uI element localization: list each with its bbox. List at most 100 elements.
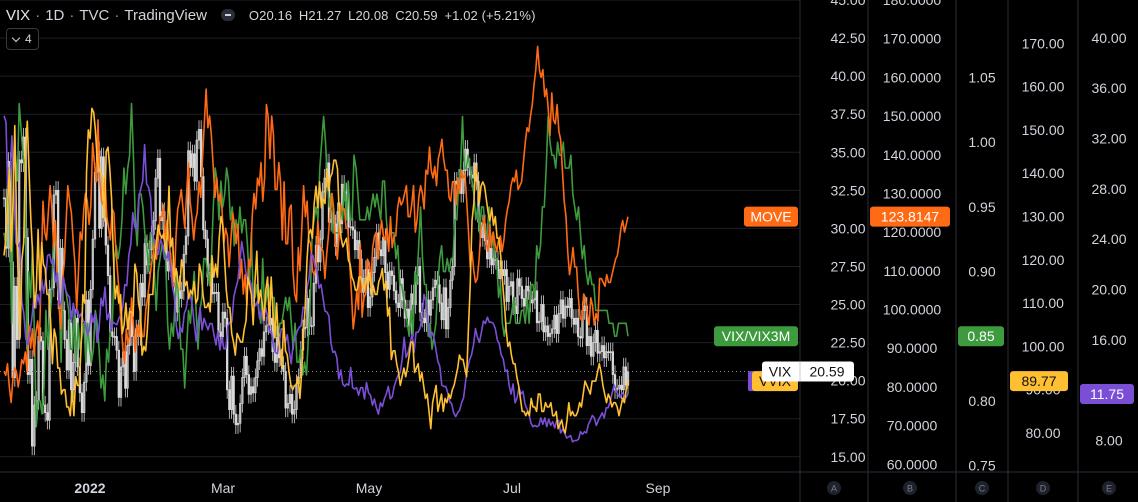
vvix-value-label-text: 89.77 xyxy=(1021,373,1056,389)
vix-candle xyxy=(442,278,445,329)
x-axis-tick: Mar xyxy=(211,480,235,496)
candle-body xyxy=(252,386,255,394)
change-value: +1.02 (+5.21%) xyxy=(444,7,536,23)
vix-candle xyxy=(312,274,315,335)
vix-candle xyxy=(195,130,198,191)
vix-vix3m-value-label-text: 0.85 xyxy=(967,328,994,344)
open-value: O20.16 xyxy=(248,7,293,23)
interval[interactable]: 1D xyxy=(45,6,65,24)
vix-candle xyxy=(44,395,47,422)
axis-e-badge[interactable]: E xyxy=(1102,481,1116,495)
purple-value-label: 11.75 xyxy=(1080,383,1134,404)
indicator-count: 4 xyxy=(25,32,32,46)
candle-body xyxy=(559,299,562,315)
vix-vix3m-value-label-bg xyxy=(958,326,1004,347)
candle-body xyxy=(262,331,266,357)
vix-candle xyxy=(434,271,437,297)
vix-label: VIX 20.59 xyxy=(762,361,854,382)
vix-candle xyxy=(226,309,229,399)
vix-candle xyxy=(594,321,597,352)
indicators-collapse-button[interactable]: 4 xyxy=(6,28,39,50)
candle-body xyxy=(605,351,608,359)
axis-d-tick: 120.00 xyxy=(1022,252,1065,268)
vix-candle xyxy=(518,269,521,296)
axis-a-tick: 40.00 xyxy=(830,68,865,84)
candle-body xyxy=(542,304,545,333)
vix-candle xyxy=(119,357,123,407)
data-source: TradingView xyxy=(124,6,207,24)
axis-b-tick: 130.0000 xyxy=(883,185,942,201)
vix-candle xyxy=(28,350,32,384)
axis-d-badge[interactable]: D xyxy=(1036,481,1050,495)
candle-body xyxy=(243,355,246,378)
candle-body xyxy=(83,381,86,413)
candle-body xyxy=(204,229,207,240)
candle-body xyxy=(386,272,389,290)
x-axis-tick: Jul xyxy=(503,480,521,496)
axis-badge-bg xyxy=(975,481,989,495)
vix-candle xyxy=(373,248,376,282)
vix-candle xyxy=(540,295,543,331)
vix-candle xyxy=(538,312,541,332)
candle-body xyxy=(603,345,606,359)
candle-body xyxy=(596,330,599,354)
vix-candle xyxy=(20,150,23,173)
axis-c-badge[interactable]: C xyxy=(975,481,989,495)
candle-body xyxy=(351,226,354,231)
axis-e-tick: 40.00 xyxy=(1091,30,1126,46)
vix-vix3m-value-label: 0.85 xyxy=(958,326,1004,347)
vix-candle xyxy=(592,333,595,366)
candle-body xyxy=(388,270,391,290)
candle-body xyxy=(180,290,183,299)
candle-body xyxy=(356,240,359,251)
axis-a-tick: 35.00 xyxy=(830,144,865,160)
vix-candle xyxy=(431,278,435,310)
candle-body xyxy=(20,159,23,164)
vix-candle xyxy=(392,266,396,300)
vix-candle xyxy=(570,289,573,328)
candle-body xyxy=(598,351,601,354)
candle-body xyxy=(555,314,558,334)
axis-badge-bg xyxy=(903,481,917,495)
candle-body xyxy=(312,282,315,327)
candle-body xyxy=(382,237,385,257)
candle-body xyxy=(353,229,357,251)
candle-body xyxy=(379,249,383,257)
axis-d-tick: 170.00 xyxy=(1022,35,1065,51)
candle-body xyxy=(490,247,493,266)
candle-body xyxy=(154,177,157,222)
vix-candle xyxy=(256,351,259,387)
axis-b-badge[interactable]: B xyxy=(903,481,917,495)
candle-body xyxy=(527,285,530,292)
vix-candle xyxy=(462,161,465,203)
candle-body xyxy=(284,371,287,409)
candle-body xyxy=(531,299,534,304)
vix-candle xyxy=(249,377,253,404)
vix-candle xyxy=(520,277,523,308)
axis-a-tick: 42.50 xyxy=(830,30,865,46)
vix-candle xyxy=(561,290,565,328)
vix-candle xyxy=(241,368,244,413)
axis-badge-letter: E xyxy=(1106,484,1112,494)
candle-body xyxy=(503,269,506,276)
vix-candle xyxy=(505,260,508,311)
axis-e-tick: 28.00 xyxy=(1091,181,1126,197)
vix-candle xyxy=(451,257,454,290)
candle-body xyxy=(228,389,231,410)
symbol-name[interactable]: VIX xyxy=(6,6,31,24)
axis-a-badge[interactable]: A xyxy=(827,481,841,495)
candle-body xyxy=(221,311,224,337)
x-axis-tick: May xyxy=(356,480,382,496)
vix-candle xyxy=(596,321,599,363)
axis-e-tick: 36.00 xyxy=(1091,80,1126,96)
candle-body xyxy=(321,191,324,240)
minus-toggle-icon[interactable] xyxy=(220,9,235,21)
axis-badge-letter: C xyxy=(979,484,986,494)
vix-candle xyxy=(2,188,6,208)
candle-body xyxy=(618,384,621,389)
candle-body xyxy=(561,299,565,319)
candle-body xyxy=(557,313,560,334)
candle-body xyxy=(548,333,552,337)
vix-candle xyxy=(613,365,617,399)
